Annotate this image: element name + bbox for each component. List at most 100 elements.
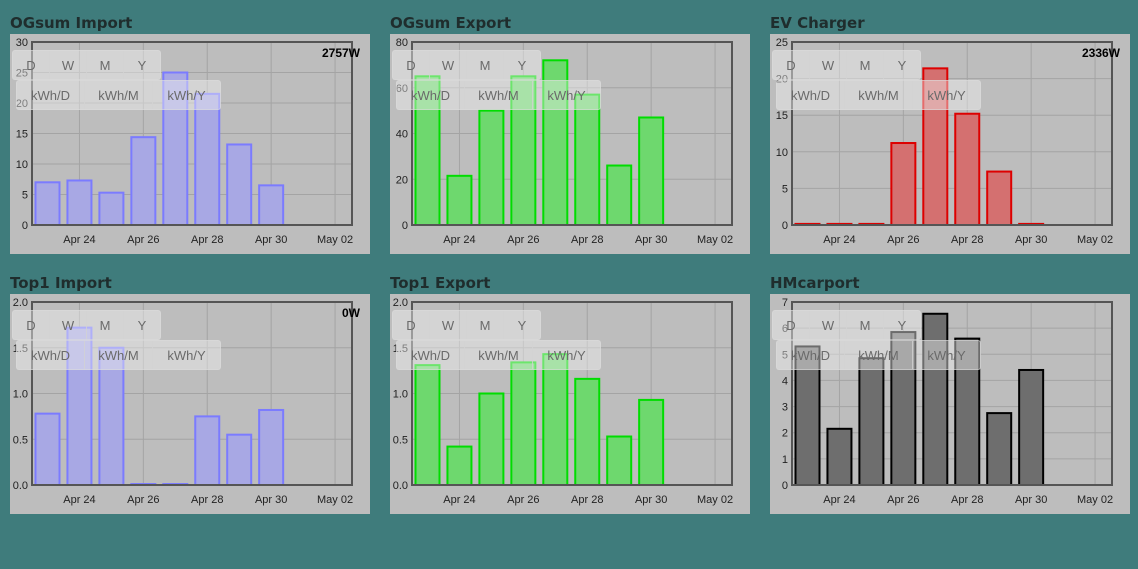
bar-apr-28[interactable]	[574, 377, 601, 486]
bar-apr-27[interactable]	[542, 59, 569, 226]
plot-frame	[31, 301, 353, 486]
unit-button-kwh-y[interactable]: kWh/Y	[547, 87, 586, 103]
unit-button-kwh-y[interactable]: kWh/Y	[167, 347, 206, 363]
bar-apr-27[interactable]	[922, 312, 949, 487]
bar-apr-29[interactable]	[226, 433, 253, 487]
bar-apr-26[interactable]	[130, 136, 157, 226]
bar-apr-25[interactable]	[98, 191, 125, 226]
bar-apr-30[interactable]	[1018, 368, 1045, 486]
period-button-m[interactable]: M	[467, 311, 504, 339]
bar-apr-24[interactable]	[446, 445, 473, 487]
y-tick-label: 5	[782, 183, 788, 195]
x-tick-label: Apr 26	[127, 234, 159, 246]
period-button-y[interactable]: Y	[517, 57, 527, 73]
unit-button-kwh-d[interactable]: kWh/D	[777, 81, 845, 109]
bar-apr-27[interactable]	[542, 353, 569, 486]
bar-apr-25[interactable]	[478, 109, 505, 226]
unit-button-kwh-d[interactable]: kWh/D	[17, 341, 85, 369]
period-button-m[interactable]: M	[87, 51, 124, 79]
period-button-d[interactable]: D	[13, 311, 50, 339]
unit-button-kwh-y[interactable]: kWh/Y	[167, 87, 206, 103]
bar-apr-28[interactable]	[954, 112, 981, 226]
unit-button-kwh-d[interactable]: kWh/D	[777, 341, 845, 369]
unit-button-kwh-m[interactable]: kWh/M	[465, 341, 533, 369]
unit-button-kwh-m[interactable]: kWh/M	[845, 81, 913, 109]
bar-apr-23[interactable]	[414, 364, 441, 486]
bar-apr-28[interactable]	[194, 415, 221, 486]
bar-apr-23[interactable]	[414, 75, 441, 226]
period-button-y[interactable]: Y	[517, 317, 527, 333]
bar-apr-27[interactable]	[922, 67, 949, 226]
chart-area: 0 20 40 60 80 Apr 24 Apr 26 Apr 28 Apr 30 May 02 D…	[390, 34, 750, 254]
period-button-y[interactable]: Y	[137, 317, 147, 333]
period-button-d[interactable]: D	[773, 51, 810, 79]
period-button-y[interactable]: Y	[897, 57, 907, 73]
period-button-m[interactable]: M	[847, 51, 884, 79]
bar-apr-23[interactable]	[34, 181, 61, 227]
bar-apr-29[interactable]	[986, 412, 1013, 486]
period-button-m[interactable]: M	[87, 311, 124, 339]
unit-button-kwh-y[interactable]: kWh/Y	[927, 347, 966, 363]
unit-button-kwh-m[interactable]: kWh/M	[465, 81, 533, 109]
panel-title: OGsum Import	[10, 14, 133, 32]
current-power-readout: 0W	[342, 306, 360, 320]
unit-button-kwh-m[interactable]: kWh/M	[85, 81, 153, 109]
period-button-w[interactable]: W	[50, 311, 87, 339]
bar-apr-25[interactable]	[98, 346, 125, 486]
bar-apr-30[interactable]	[258, 408, 285, 486]
unit-button-kwh-y[interactable]: kWh/Y	[927, 87, 966, 103]
unit-selector: kWh/D kWh/M kWh/Y	[396, 80, 601, 110]
period-button-d[interactable]: D	[773, 311, 810, 339]
period-button-w[interactable]: W	[810, 51, 847, 79]
bar-apr-23[interactable]	[34, 412, 61, 486]
period-button-w[interactable]: W	[430, 51, 467, 79]
bar-apr-28[interactable]	[954, 337, 981, 486]
period-button-d[interactable]: D	[393, 311, 430, 339]
unit-button-kwh-d[interactable]: kWh/D	[17, 81, 85, 109]
bar-apr-25[interactable]	[858, 357, 885, 486]
period-button-w[interactable]: W	[430, 311, 467, 339]
period-button-y[interactable]: Y	[137, 57, 147, 73]
period-button-w[interactable]: W	[50, 51, 87, 79]
x-tick-label: Apr 24	[823, 494, 855, 506]
unit-button-kwh-d[interactable]: kWh/D	[397, 341, 465, 369]
bar-apr-30[interactable]	[638, 398, 665, 486]
bar-apr-24[interactable]	[826, 427, 853, 487]
x-tick-label: Apr 28	[571, 234, 603, 246]
unit-button-kwh-m[interactable]: kWh/M	[845, 341, 913, 369]
bar-apr-30[interactable]	[258, 184, 285, 227]
bar-apr-28[interactable]	[574, 93, 601, 226]
unit-selector: kWh/D kWh/M kWh/Y	[776, 80, 981, 110]
bar-apr-26[interactable]	[890, 331, 917, 486]
x-tick-label: Apr 24	[823, 234, 855, 246]
bar-apr-29[interactable]	[606, 164, 633, 226]
bar-apr-29[interactable]	[606, 435, 633, 487]
period-button-y[interactable]: Y	[897, 317, 907, 333]
bar-chart: 0 1 2 3 4 5 6 7 Apr 24 Apr 26 Apr 28 Apr 30 May 02	[782, 297, 1113, 506]
current-power-readout: 2757W	[321, 46, 360, 60]
period-button-d[interactable]: D	[13, 51, 50, 79]
y-tick-label: 80	[396, 37, 408, 49]
unit-button-kwh-d[interactable]: kWh/D	[397, 81, 465, 109]
y-tick-label: 5	[782, 349, 788, 361]
bar-apr-30[interactable]	[638, 116, 665, 226]
y-tick-label: 7	[782, 297, 788, 309]
unit-button-kwh-m[interactable]: kWh/M	[85, 341, 153, 369]
period-button-m[interactable]: M	[847, 311, 884, 339]
period-button-m[interactable]: M	[467, 51, 504, 79]
period-button-w[interactable]: W	[810, 311, 847, 339]
bar-apr-28[interactable]	[194, 92, 221, 226]
bar-apr-25[interactable]	[478, 392, 505, 486]
bar-apr-26[interactable]	[510, 361, 537, 486]
y-tick-label: 0	[402, 220, 408, 232]
bar-apr-26[interactable]	[890, 142, 917, 226]
unit-button-kwh-y[interactable]: kWh/Y	[547, 347, 586, 363]
chart-area: 0.0 0.5 1.0 1.5 2.0 Apr 24 Apr 26 Apr 28 Apr 30 M…	[390, 294, 750, 514]
bar-apr-24[interactable]	[66, 179, 93, 226]
bar-apr-29[interactable]	[986, 170, 1013, 226]
bar-apr-29[interactable]	[226, 143, 253, 226]
bar-apr-24[interactable]	[446, 174, 473, 227]
x-tick-label: Apr 26	[507, 234, 539, 246]
period-button-d[interactable]: D	[393, 51, 430, 79]
